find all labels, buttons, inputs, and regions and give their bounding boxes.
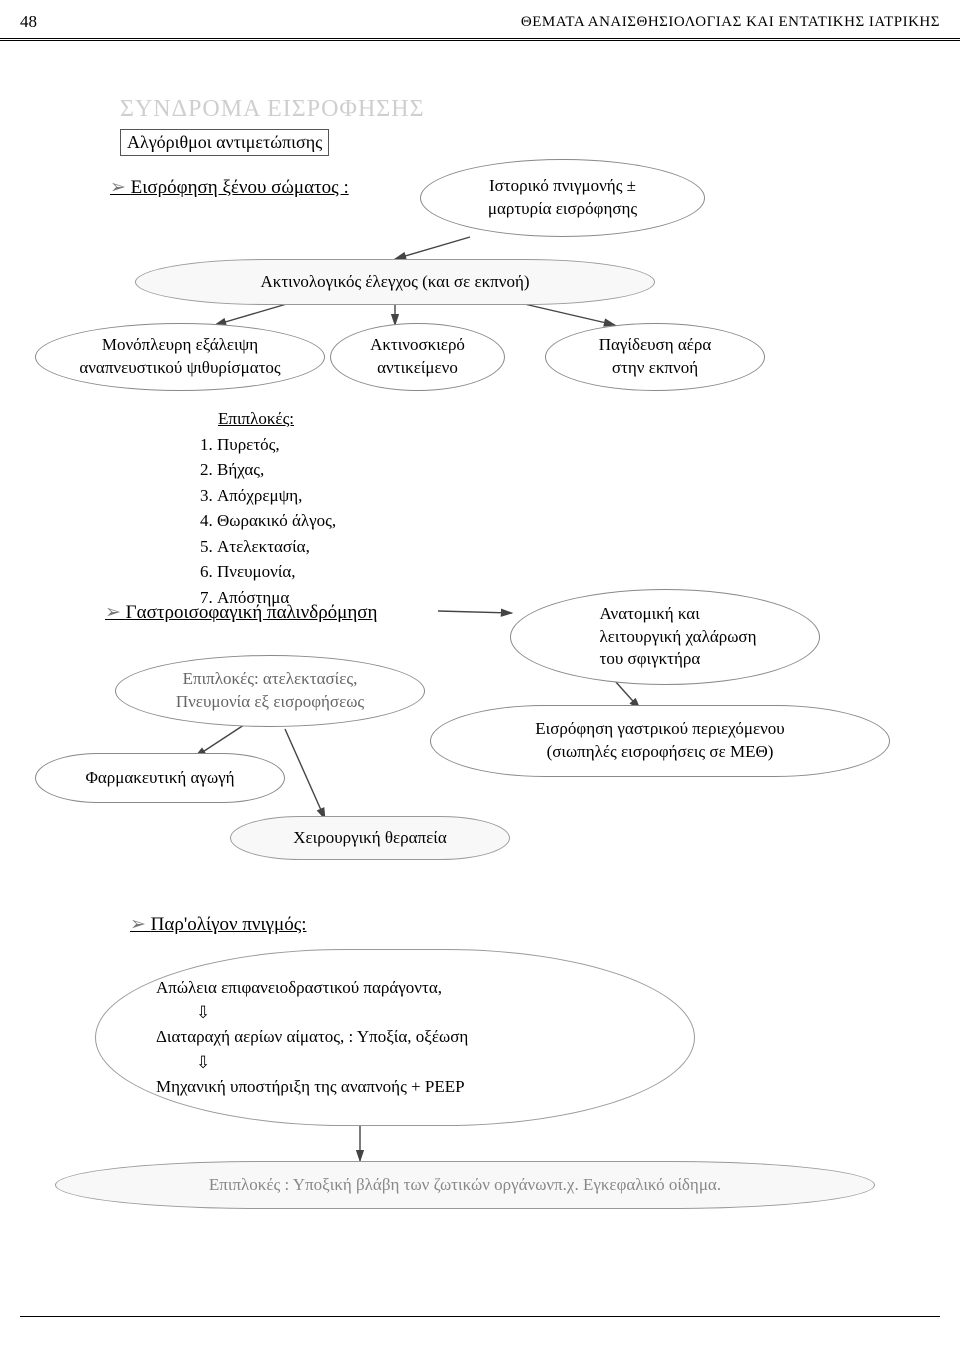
page-header: 48 ΘΕΜΑΤΑ ΑΝΑΙΣΘΗΣΙΟΛΟΓΙΑΣ ΚΑΙ ΕΝΤΑΤΙΚΗΣ… xyxy=(0,0,960,41)
journal-title: ΘΕΜΑΤΑ ΑΝΑΙΣΘΗΣΙΟΛΟΓΙΑΣ ΚΑΙ ΕΝΤΑΤΙΚΗΣ ΙΑ… xyxy=(521,14,940,31)
complication-item: Απόχρεμψη, xyxy=(200,483,336,509)
complication-item: Θωρακικό άλγος, xyxy=(200,508,336,534)
node-history: Ιστορικό πνιγμονής ± μαρτυρία εισρόφησης xyxy=(420,159,705,237)
section1-heading: Εισρόφηση ξένου σώματος : xyxy=(110,176,349,199)
node-center: Ακτινοσκιερό αντικείμενο xyxy=(330,323,505,391)
big-node-line: Απώλεια επιφανειοδραστικού παράγοντα, xyxy=(156,972,634,1004)
node-surgery: Χειρουργική θεραπεία xyxy=(230,816,510,860)
node-xray: Ακτινολογικός έλεγχος (και σε εκπνοή) xyxy=(135,259,655,305)
complication-item: Πνευμονία, xyxy=(200,559,336,585)
big-node-line: Μηχανική υποστήριξη της αναπνοής + PEEP xyxy=(156,1071,634,1103)
node-pharma: Φαρμακευτική αγωγή xyxy=(35,753,285,803)
page-number: 48 xyxy=(20,12,37,32)
node-final: Επιπλοκές : Υποξική βλάβη των ζωτικών ορ… xyxy=(55,1161,875,1209)
node-big: Απώλεια επιφανειοδραστικού παράγοντα,⇩Δι… xyxy=(95,949,695,1126)
node-relax: Ανατομική και λειτουργική χαλάρωση του σ… xyxy=(510,589,820,685)
big-node-line: ⇩ xyxy=(196,1054,634,1071)
node-left: Μονόπλευρη εξάλειψη αναπνευστικού ψιθυρί… xyxy=(35,323,325,391)
node-right: Παγίδευση αέρα στην εκπνοή xyxy=(545,323,765,391)
footer-rule xyxy=(20,1316,940,1317)
big-node-line: ⇩ xyxy=(196,1004,634,1021)
diagram-canvas: ΣΥΝΔΡΟΜΑ ΕΙΣΡΟΦΗΣΗΣ Αλγόριθμοι αντιμετώπ… xyxy=(0,41,960,1241)
complication-item: Βήχας, xyxy=(200,457,336,483)
complications-list: Επιπλοκές: Πυρετός,Βήχας,Απόχρεμψη,Θωρακ… xyxy=(160,406,336,610)
section3-heading: Παρ'ολίγον πνιγμός: xyxy=(130,913,307,936)
main-title: ΣΥΝΔΡΟΜΑ ΕΙΣΡΟΦΗΣΗΣ xyxy=(120,96,425,123)
complications-title: Επιπλοκές: xyxy=(218,406,336,432)
subtitle-box: Αλγόριθμοι αντιμετώπισης xyxy=(120,129,329,156)
node-complications: Επιπλοκές: ατελεκτασίες, Πνευμονία εξ ει… xyxy=(115,655,425,727)
big-node-line: Διαταραχή αερίων αίματος, : Υποξία, οξέω… xyxy=(156,1021,634,1053)
node-gastric: Εισρόφηση γαστρικού περιεχόμενου (σιωπηλ… xyxy=(430,705,890,777)
section2-heading: Γαστροισοφαγική παλινδρόμηση xyxy=(105,601,377,624)
complication-item: Ατελεκτασία, xyxy=(200,534,336,560)
complication-item: Πυρετός, xyxy=(200,432,336,458)
